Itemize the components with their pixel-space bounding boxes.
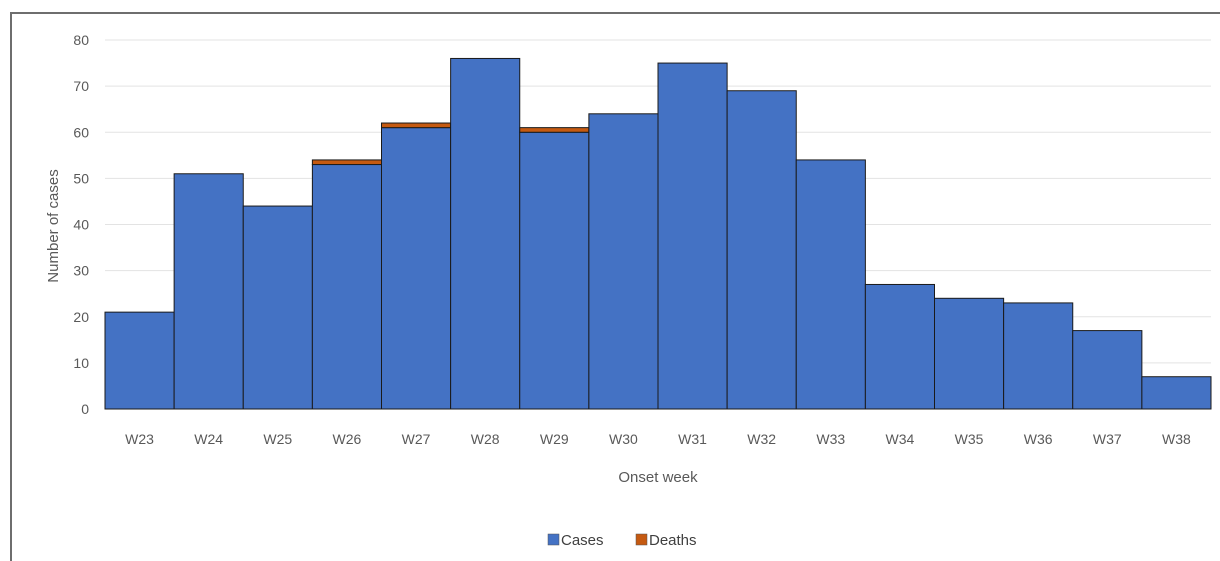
y-tick-label: 0	[81, 401, 89, 417]
x-tick-label: W31	[678, 431, 707, 447]
legend: Cases Deaths	[547, 532, 697, 549]
cases-bar	[242, 205, 313, 410]
cases-bar	[1072, 330, 1143, 410]
x-tick-label: W24	[194, 431, 223, 447]
cases-bar	[173, 173, 244, 410]
x-tick-label: W33	[816, 431, 845, 447]
y-tick-label: 10	[73, 355, 89, 371]
legend-swatch-cases	[547, 533, 560, 546]
y-tick-label: 70	[73, 78, 89, 94]
deaths-bar	[381, 122, 452, 129]
y-tick-label: 50	[73, 170, 89, 186]
y-tick-label: 80	[73, 32, 89, 48]
chart-frame	[10, 12, 1220, 561]
x-axis-ticks: W23 W24 W25 W26 W27 W28 W29 W30 W31 W32 W33 W34 W35 W…	[125, 431, 1191, 447]
x-tick-label: W37	[1093, 431, 1122, 447]
cases-bar	[864, 283, 935, 410]
cases-bar	[381, 127, 452, 410]
cases-bar	[450, 57, 521, 410]
x-tick-label: W27	[402, 431, 431, 447]
x-tick-label: W25	[263, 431, 292, 447]
y-tick-label: 40	[73, 217, 89, 233]
y-tick-label: 30	[73, 263, 89, 279]
legend-swatch-deaths	[635, 533, 648, 546]
x-tick-label: W35	[955, 431, 984, 447]
x-tick-label: W32	[747, 431, 776, 447]
deaths-bar	[311, 159, 382, 166]
cases-bar	[588, 113, 659, 410]
legend-label-cases: Cases	[561, 532, 604, 549]
deaths-bar	[519, 127, 590, 133]
y-tick-label: 60	[73, 124, 89, 140]
cases-bar	[311, 164, 382, 410]
cases-bar	[934, 297, 1005, 410]
x-tick-label: W38	[1162, 431, 1191, 447]
cases-bar	[104, 311, 175, 410]
x-tick-label: W29	[540, 431, 569, 447]
x-axis-title: Onset week	[618, 469, 698, 486]
y-axis-title: Number of cases	[45, 169, 62, 282]
x-tick-label: W36	[1024, 431, 1053, 447]
x-tick-label: W28	[471, 431, 500, 447]
y-tick-label: 20	[73, 309, 89, 325]
x-tick-label: W26	[333, 431, 362, 447]
cases-bar	[726, 90, 797, 410]
cases-bar	[657, 62, 728, 410]
cases-bar	[1141, 376, 1212, 410]
cases-bar	[1003, 302, 1074, 410]
y-axis-ticks: 0 10 20 30 40 50 60 70 80	[73, 32, 89, 417]
x-tick-label: W34	[886, 431, 915, 447]
legend-label-deaths: Deaths	[649, 532, 697, 549]
x-tick-label: W30	[609, 431, 638, 447]
cases-bar	[519, 131, 590, 410]
x-tick-label: W23	[125, 431, 154, 447]
cases-bar	[795, 159, 866, 410]
bars	[104, 57, 1212, 410]
